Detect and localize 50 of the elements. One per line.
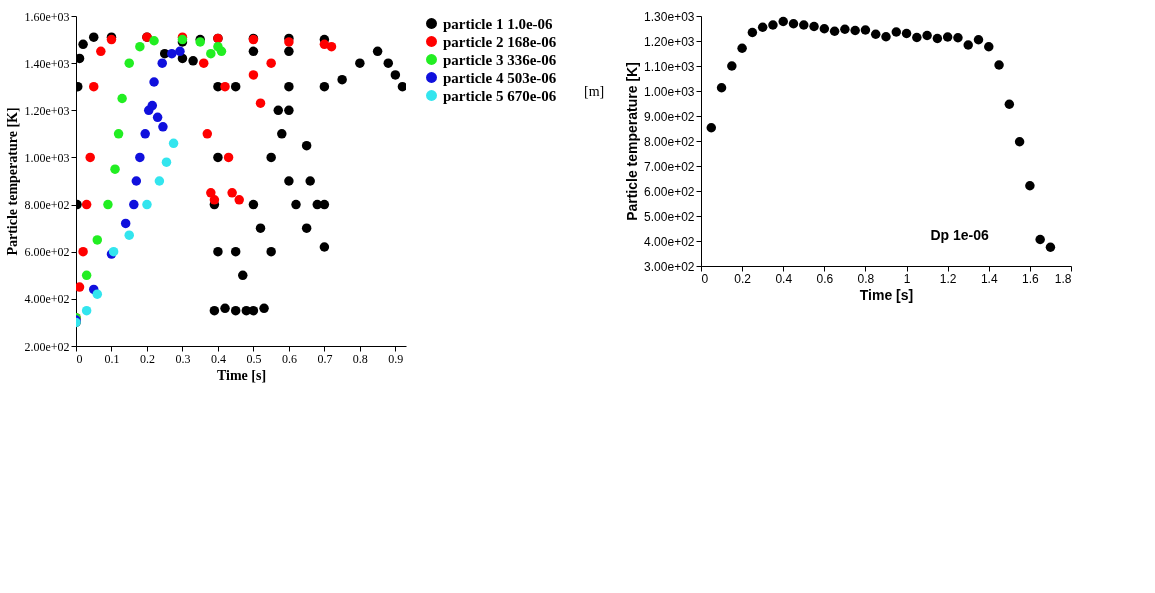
y-tick-label: 1.00e+03: [644, 84, 695, 99]
x-tick-label: 1.6: [1022, 271, 1040, 286]
legend-label: particle 4 503e-06: [443, 69, 557, 86]
x-tick-label: 1.4: [980, 271, 998, 286]
y-tick-label: 5.00e+02: [644, 209, 695, 224]
y-tick-label: 1.20e+03: [644, 34, 695, 49]
x-tick-label: 0.2: [734, 271, 752, 286]
x-tick-label: 1: [903, 271, 911, 286]
y-tick-label: 1.30e+03: [644, 9, 695, 24]
x-axis-title: Time [s]: [859, 286, 914, 303]
text: [m]: [584, 84, 605, 99]
x-axis-title: Time [s]: [216, 367, 267, 383]
x-tick-label: 0.6: [281, 351, 297, 366]
x-tick-label: 0.1: [104, 351, 120, 366]
x-tick-label: 0: [701, 271, 709, 286]
x-tick-label: 0.7: [317, 351, 333, 366]
legend-label: particle 5 670e-06: [443, 87, 557, 104]
annotation: Dp 1e-06: [930, 227, 989, 243]
x-tick-label: 0: [76, 351, 83, 366]
legend-label: particle 2 168e-06: [443, 33, 557, 50]
y-tick-label: 4.00e+02: [644, 234, 695, 249]
y-tick-label: 6.00e+02: [644, 184, 695, 199]
legend-label: particle 3 336e-06: [443, 51, 557, 68]
x-tick-label: 0.8: [857, 271, 875, 286]
y-tick-label: 1.40e+03: [24, 56, 70, 71]
y-tick-label: 3.00e+02: [644, 259, 695, 274]
x-tick-label: 0.4: [775, 271, 793, 286]
x-tick-label: 1.8: [1054, 271, 1072, 286]
x-tick-label: 0.2: [139, 351, 155, 366]
y-tick-label: 1.20e+03: [24, 103, 70, 118]
x-tick-label: 0.5: [246, 351, 262, 366]
y-tick-label: 1.00e+03: [24, 150, 70, 165]
y-tick-label: 8.00e+02: [24, 198, 70, 213]
y-tick-label: 4.00e+02: [24, 292, 70, 307]
y-tick-label: 1.60e+03: [24, 9, 70, 24]
legend-label: particle 1 1.0e-06: [443, 15, 554, 32]
y-axis-title: Particle temperature [K]: [5, 107, 21, 256]
x-tick-label: 0.4: [210, 351, 226, 366]
x-tick-label: 0.8: [352, 351, 368, 366]
y-tick-label: 1.10e+03: [644, 59, 695, 74]
y-tick-label: 2.00e+02: [24, 339, 70, 354]
x-tick-label: 0.3: [175, 351, 191, 366]
x-tick-label: 0.9: [388, 351, 404, 366]
y-tick-label: 8.00e+02: [644, 134, 695, 149]
x-tick-label: 1.2: [939, 271, 957, 286]
y-tick-label: 7.00e+02: [644, 159, 695, 174]
y-tick-label: 6.00e+02: [24, 245, 70, 260]
y-axis-title: Particle temperature [K]: [624, 62, 641, 221]
y-tick-label: 9.00e+02: [644, 109, 695, 124]
x-tick-label: 0.6: [816, 271, 834, 286]
